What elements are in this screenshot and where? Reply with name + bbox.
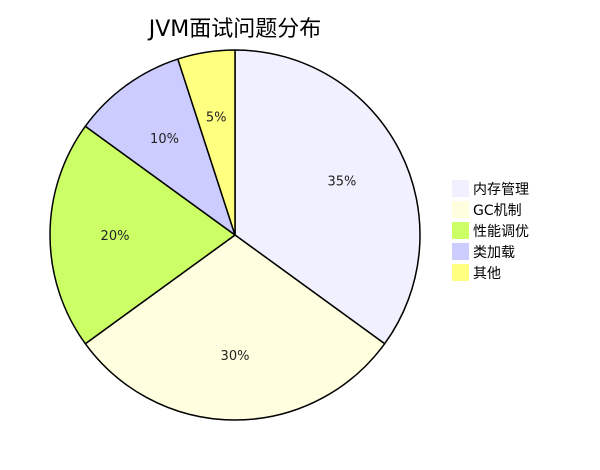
pie-slice-label-1: 35% (327, 175, 356, 190)
legend-label-4: 类加载 (473, 245, 515, 261)
pie-slice-1 (234, 49, 421, 345)
pie-slice-labels: 35% 30% 20% 10% 5% (101, 111, 357, 365)
legend-swatch-4 (452, 243, 469, 260)
pie-slice-3 (49, 125, 236, 345)
legend-swatch-2 (452, 201, 469, 218)
pie-slice-label-3: 20% (101, 229, 130, 244)
pie-slice-label-5: 5% (206, 111, 227, 126)
pie-slice-label-4: 10% (150, 132, 179, 147)
pie-slice-5 (177, 49, 236, 236)
legend-label-3: 性能调优 (473, 224, 529, 240)
pie-slice-2 (84, 234, 386, 421)
pie-slices (49, 49, 421, 421)
legend-label-1: 内存管理 (473, 182, 529, 198)
chart-title: JVM面试问题分布 (147, 17, 322, 42)
legend-label-2: GC机制 (473, 203, 522, 219)
legend-swatch-1 (452, 180, 469, 197)
legend-swatch-5 (452, 264, 469, 281)
legend-label-5: 其他 (473, 266, 501, 282)
pie-slice-label-2: 30% (221, 349, 250, 364)
legend-swatch-3 (452, 222, 469, 239)
pie-slice-4 (84, 58, 236, 236)
